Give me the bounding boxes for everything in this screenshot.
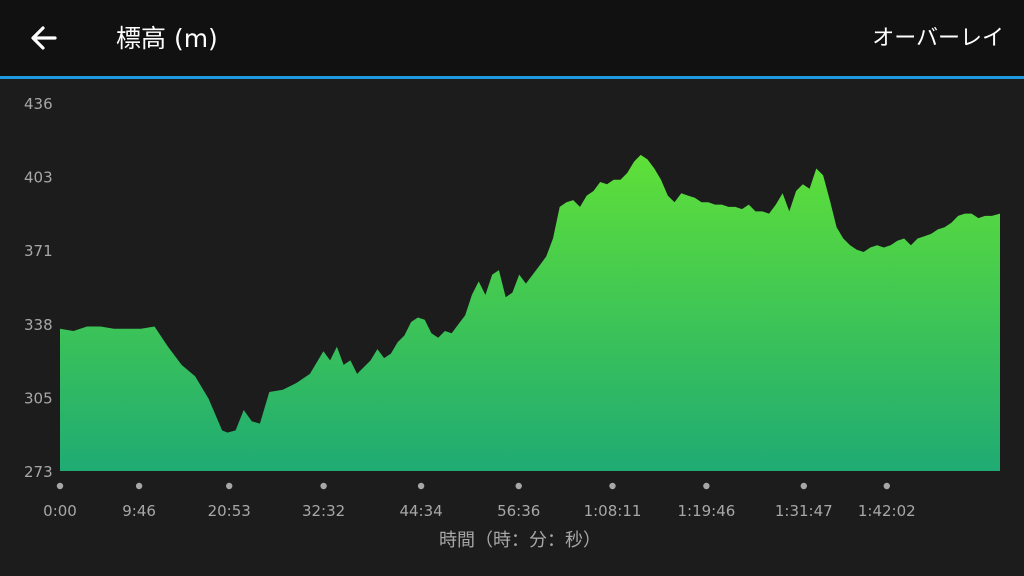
- x-tick-label: 44:34: [399, 502, 442, 520]
- x-tick-dot: [417, 482, 425, 490]
- x-tick-dot: [135, 482, 143, 490]
- y-tick-label: 338: [24, 316, 53, 334]
- x-tick-label: 1:19:46: [677, 502, 735, 520]
- x-tick-dot: [320, 482, 327, 490]
- back-button[interactable]: [20, 18, 68, 58]
- header-accent-line: [0, 76, 1024, 79]
- arrow-left-icon: [31, 26, 57, 50]
- x-tick-label: 56:36: [497, 502, 540, 520]
- x-axis-label: 時間（時：分：秒）: [439, 530, 601, 551]
- x-tick-dot: [226, 482, 233, 490]
- elevation-chart: 436 403 371 338 305 273 0:00 9:46 20:53 32:32 44:…: [24, 95, 1000, 551]
- y-tick-label: 371: [24, 242, 53, 260]
- overlay-button[interactable]: オーバーレイ: [872, 26, 1004, 51]
- x-tick-label: 1:08:11: [584, 502, 642, 520]
- page-title: 標高 (m): [116, 24, 218, 53]
- elevation-area-series: [60, 154, 1000, 471]
- x-tick-label: 32:32: [302, 502, 345, 520]
- y-tick-label: 273: [24, 463, 53, 481]
- y-axis: 436 403 371 338 305 273: [24, 95, 53, 481]
- y-tick-label: 403: [24, 169, 53, 187]
- y-tick-label: 436: [24, 95, 53, 113]
- x-tick-dot: [883, 482, 890, 490]
- x-tick-label: 0:00: [43, 502, 77, 520]
- x-tick-dot: [703, 482, 710, 490]
- x-tick-dot: [515, 482, 522, 490]
- x-tick-dot: [800, 482, 807, 490]
- x-tick-label: 1:31:47: [775, 502, 833, 520]
- x-tick-dot: [609, 482, 616, 490]
- x-tick-dot: [56, 482, 64, 490]
- x-tick-label: 9:46: [122, 502, 156, 520]
- x-axis: 0:00 9:46 20:53 32:32 44:34 56:36 1:08:11 1:19:…: [43, 482, 916, 520]
- y-tick-label: 305: [24, 389, 53, 407]
- x-tick-label: 1:42:02: [858, 502, 916, 520]
- top-app-bar: 標高 (m) オーバーレイ: [0, 0, 1024, 76]
- x-tick-label: 20:53: [208, 502, 251, 520]
